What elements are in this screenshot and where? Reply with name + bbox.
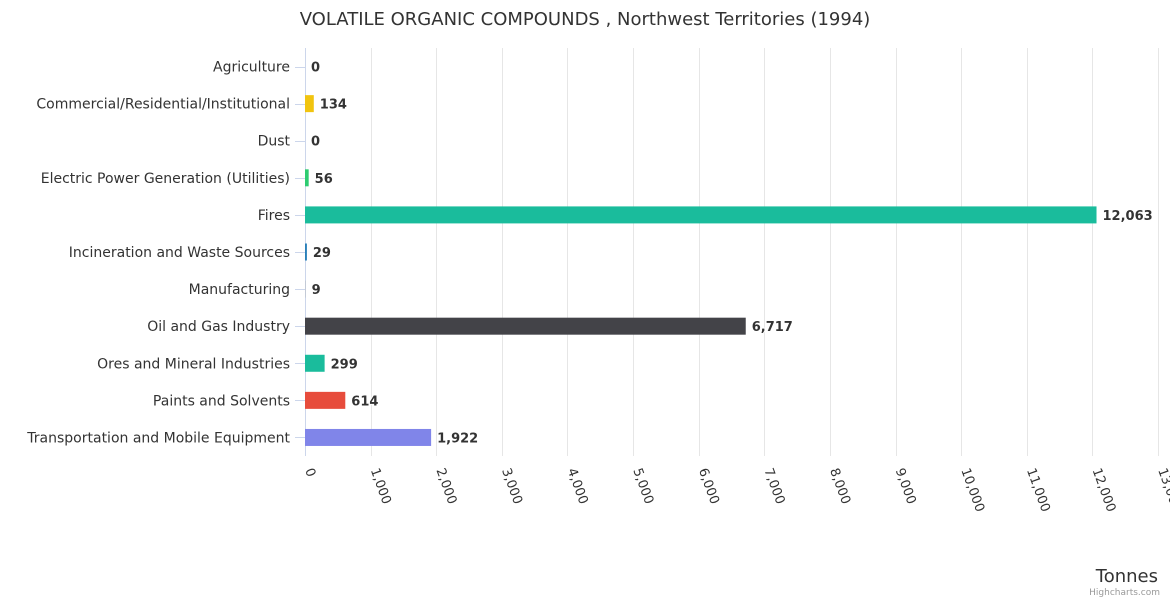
bar[interactable] [305,206,1097,224]
bar[interactable] [305,354,325,372]
value-axis-title: Tonnes [1095,566,1158,587]
tick-label: 8,000 [826,466,853,506]
bar[interactable] [305,95,314,113]
tick-label: 7,000 [761,466,788,506]
data-label: 56 [315,172,333,187]
data-label: 0 [311,135,320,150]
tick-label: 1,000 [367,466,394,506]
data-label: 1,922 [437,431,478,446]
category-label: Incineration and Waste Sources [69,245,290,261]
data-label: 12,063 [1103,209,1153,224]
bar[interactable] [305,169,309,187]
category-label: Ores and Mineral Industries [97,356,290,372]
credits-link[interactable]: Highcharts.com [1089,588,1160,598]
bar[interactable] [305,317,746,335]
data-label: 29 [313,246,331,261]
data-label: 299 [331,357,358,372]
tick-label: 3,000 [498,466,525,506]
category-label: Electric Power Generation (Utilities) [41,171,290,187]
category-label: Commercial/Residential/Institutional [36,97,290,113]
data-label: 9 [312,283,321,298]
category-label: Manufacturing [189,282,290,298]
category-label: Agriculture [213,60,290,76]
tick-label: 4,000 [564,466,591,506]
category-label: Transportation and Mobile Equipment [26,430,290,446]
tick-label: 6,000 [695,466,722,506]
tick-label: 5,000 [629,466,656,506]
bar[interactable] [305,391,346,409]
data-label: 0 [311,61,320,76]
bar[interactable] [305,243,307,261]
category-label: Dust [258,134,291,150]
category-label: Oil and Gas Industry [147,319,290,335]
tick-label: 12,000 [1089,466,1119,514]
category-label: Fires [258,208,290,224]
bar[interactable] [305,428,432,446]
bar[interactable] [305,280,306,298]
tick-label: 13,000 [1154,466,1170,514]
tick-label: 2,000 [432,466,459,506]
data-label: 6,717 [752,320,793,335]
tick-labels: 0 1,000 2,000 3,000 4,000 5,000 6,000 7,000 8,00… [301,466,1170,514]
chart-title: VOLATILE ORGANIC COMPOUNDS , Northwest T… [300,9,871,30]
gridlines [305,48,1159,456]
data-label: 614 [351,394,378,409]
bars [305,95,1097,446]
tick-label: 11,000 [1023,466,1053,514]
tick-label: 0 [301,466,318,479]
tick-label: 10,000 [957,466,987,514]
data-label: 134 [320,98,347,113]
category-label: Paints and Solvents [153,393,290,409]
category-labels: Agriculture Commercial/Residential/Instit… [26,60,305,446]
tick-label: 9,000 [892,466,919,506]
